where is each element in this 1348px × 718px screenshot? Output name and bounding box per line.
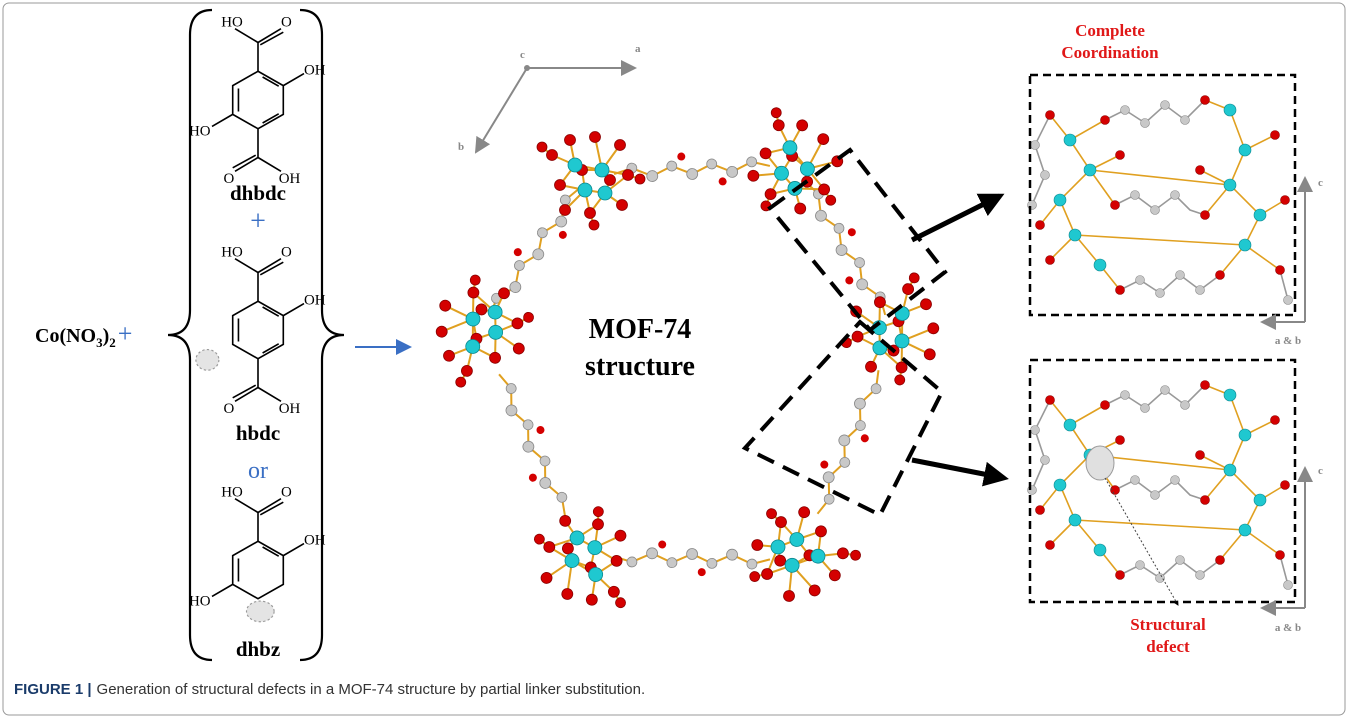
atom-label: HO [221, 484, 243, 500]
structure-label: MOF-74 [589, 314, 692, 345]
graphic [719, 98, 865, 243]
graphic [614, 540, 771, 578]
graphic [1030, 75, 1295, 315]
axis-label: c [520, 49, 525, 61]
graphic: FIGURE 1 | [14, 681, 92, 698]
separator: + [250, 206, 266, 237]
graphic [484, 367, 582, 523]
annotation: Structural [1130, 615, 1206, 634]
atom-label: O [281, 244, 292, 260]
axis-origin [524, 65, 530, 71]
atom-label: OH [279, 401, 301, 417]
linker-name: hbdc [236, 421, 280, 445]
graphic [428, 266, 544, 389]
graphic [518, 490, 653, 619]
page: {"reactant": {"formula": ["Co(NO", "3", … [0, 0, 1348, 718]
graphic: Co(NO [35, 325, 96, 347]
left-brace [168, 10, 212, 660]
graphic [233, 259, 304, 402]
reactant-formula: Co(NO3)2+ [35, 319, 132, 350]
highlight-box [770, 150, 945, 330]
axis-line [476, 68, 527, 152]
separator: or [248, 458, 268, 484]
axis-label: a [635, 43, 641, 55]
annotation: defect [1146, 637, 1190, 656]
hbdc-molecule: HO O OH O OH [196, 244, 326, 416]
atom-label: OH [304, 63, 326, 79]
atom-label: O [224, 401, 235, 417]
axis-label: c [1318, 465, 1323, 477]
zoom-arrow [912, 196, 1000, 240]
atom-label: OH [304, 533, 326, 549]
axis-label: c [1318, 177, 1323, 189]
linker-name: dhbdc [230, 181, 286, 205]
graphic [212, 29, 304, 172]
figure: Co(NO3)2+ HO O OH HO O OH dhbdc + HO O O… [0, 0, 1348, 718]
graphic [1028, 96, 1293, 305]
atom-label: HO [189, 124, 211, 140]
graphic [832, 270, 948, 393]
graphic [1030, 360, 1295, 602]
atom-label: HO [189, 594, 211, 610]
graphic [247, 601, 275, 622]
atom-label: O [281, 484, 292, 500]
graphic: Generation of structural defects in a MO… [97, 681, 646, 698]
graphic: ) [103, 325, 110, 347]
right-brace [300, 10, 344, 660]
panel-title: Complete [1075, 21, 1145, 40]
graphic [613, 148, 771, 191]
atom-label: HO [221, 244, 243, 260]
panel-title: Coordination [1061, 43, 1159, 62]
graphic [212, 499, 304, 599]
structure-label: structure [585, 351, 695, 382]
linker-name: dhbz [236, 637, 280, 661]
axis-label: a & b [1275, 622, 1301, 634]
graphic [1105, 478, 1178, 605]
graphic [725, 481, 868, 620]
graphic [1028, 381, 1293, 590]
atom-label: O [281, 14, 292, 30]
panel-defect [1028, 360, 1296, 605]
axis-label: b [458, 141, 464, 153]
zoom-arrow [912, 460, 1004, 478]
graphic [1086, 446, 1114, 480]
graphic: + [118, 319, 133, 348]
graphic: 2 [109, 335, 116, 350]
atom-label: OH [304, 293, 326, 309]
caption: FIGURE 1 | Generation of structural defec… [14, 681, 645, 698]
atom-label: HO [221, 14, 243, 30]
panel-complete [1028, 75, 1296, 315]
highlight-box [745, 322, 942, 515]
dhbz-molecule: HO O OH HO [189, 484, 326, 621]
axis-label: a & b [1275, 335, 1301, 347]
graphic [196, 350, 219, 371]
dhbdc-molecule: HO O OH HO O OH [189, 14, 326, 186]
graphic [537, 132, 645, 231]
